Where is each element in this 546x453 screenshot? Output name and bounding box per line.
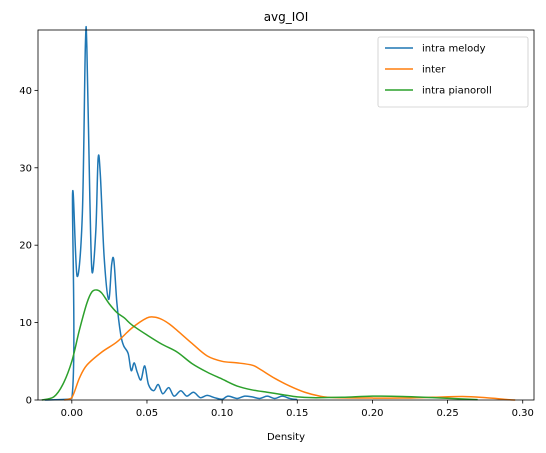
y-tick-label: 20 [19,241,32,252]
plot-frame [37,29,535,401]
y-tick-label: 0 [26,396,32,407]
y-tick-label: 30 [19,163,32,174]
legend-label-0: intra melody [422,44,486,55]
x-tick-label: 0.20 [361,408,383,419]
y-tick-label: 40 [19,86,32,97]
legend-label-1: inter [422,65,446,76]
x-tick-label: 0.15 [286,408,308,419]
series-line-1 [64,316,516,401]
x-axis-label: Density [267,432,305,443]
chart-title: avg_IOI [264,10,309,24]
x-tick-label: 0.30 [512,408,534,419]
legend-label-2: intra pianoroll [422,86,492,97]
y-axis: 0 10 20 30 40 [19,86,38,407]
legend-box [377,36,529,108]
legend: intra melody inter intra pianoroll [377,36,529,108]
series-line-2 [41,289,478,401]
y-tick-label: 10 [19,318,32,329]
x-tick-label: 0.25 [436,408,458,419]
x-tick-label: 0.10 [211,408,233,419]
x-axis: 0.00 0.05 0.10 0.15 0.20 0.25 0.30 [61,400,534,419]
plot-lines [41,25,516,401]
series-line-0 [44,25,298,401]
x-tick-label: 0.00 [61,408,83,419]
x-tick-label: 0.05 [136,408,158,419]
